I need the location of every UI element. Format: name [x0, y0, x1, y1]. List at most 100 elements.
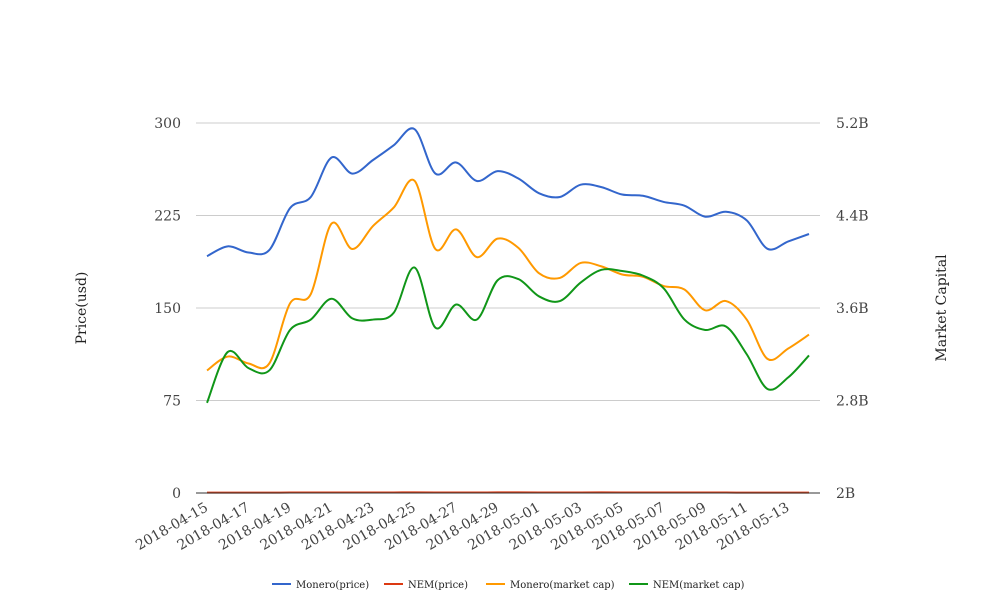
left-y-tick-label: 225 [154, 209, 181, 225]
data-point-nem-market-cap [330, 298, 332, 300]
right-y-tick-label: 2B [836, 486, 855, 502]
data-point-monero-price [746, 219, 748, 221]
data-point-monero-market-cap [393, 206, 395, 208]
data-point-monero-market-cap [455, 228, 457, 230]
data-point-monero-market-cap [413, 180, 415, 182]
right-y-tick-label: 3.6B [836, 301, 869, 317]
data-point-monero-market-cap [725, 300, 727, 302]
data-point-monero-market-cap [600, 265, 602, 267]
data-point-monero-market-cap [310, 293, 312, 295]
data-point-monero-price [455, 161, 457, 163]
data-point-monero-price [766, 248, 768, 250]
y-axis-right-title: Market Capital [934, 254, 950, 362]
data-point-monero-price [434, 172, 436, 174]
data-point-monero-price [517, 177, 519, 179]
data-point-monero-market-cap [559, 277, 561, 279]
data-point-nem-market-cap [393, 311, 395, 313]
data-point-nem-market-cap [579, 281, 581, 283]
data-point-monero-price [393, 144, 395, 146]
legend-label: NEM(price) [408, 580, 468, 591]
data-point-monero-price [538, 192, 540, 194]
data-point-monero-market-cap [289, 302, 291, 304]
data-point-monero-market-cap [206, 369, 208, 371]
data-point-monero-market-cap [227, 355, 229, 357]
gridlines [196, 122, 820, 401]
data-point-monero-price [579, 183, 581, 185]
data-point-monero-price [496, 170, 498, 172]
data-point-nem-market-cap [766, 388, 768, 390]
data-point-nem-market-cap [496, 279, 498, 281]
x-axis-ticks: 2018-04-152018-04-172018-04-192018-04-21… [133, 500, 792, 554]
data-point-monero-price [227, 245, 229, 247]
data-point-monero-price [662, 201, 664, 203]
legend-label: Monero(price) [296, 580, 369, 591]
data-point-monero-price [413, 128, 415, 130]
left-y-tick-label: 300 [154, 116, 181, 132]
data-point-monero-price [310, 196, 312, 198]
data-point-monero-market-cap [808, 333, 810, 335]
series-line-monero-price [206, 127, 810, 258]
series-line-monero-market-cap [206, 178, 810, 372]
data-point-nem-market-cap [662, 287, 664, 289]
left-y-tick-label: 0 [172, 486, 181, 502]
data-point-monero-price [683, 204, 685, 206]
right-y-tick-label: 5.2B [836, 116, 869, 132]
data-point-monero-price [704, 216, 706, 218]
series-lines [206, 127, 810, 494]
data-point-nem-market-cap [351, 317, 353, 319]
data-point-monero-market-cap [621, 273, 623, 275]
data-point-nem-market-cap [247, 367, 249, 369]
data-point-nem-market-cap [642, 274, 644, 276]
data-point-monero-market-cap [268, 362, 270, 364]
data-point-nem-market-cap [289, 329, 291, 331]
data-point-nem-market-cap [476, 318, 478, 320]
data-point-monero-market-cap [766, 358, 768, 360]
data-point-monero-market-cap [372, 225, 374, 227]
data-point-monero-market-cap [434, 248, 436, 250]
data-point-monero-market-cap [496, 237, 498, 239]
data-point-monero-market-cap [330, 222, 332, 224]
data-point-nem-market-cap [600, 269, 602, 271]
data-point-nem-market-cap [268, 369, 270, 371]
data-point-nem-market-cap [206, 402, 208, 404]
data-point-nem-market-cap [808, 354, 810, 356]
data-point-nem-market-cap [621, 270, 623, 272]
data-point-monero-price [621, 193, 623, 195]
data-point-monero-price [642, 195, 644, 197]
data-point-monero-market-cap [538, 272, 540, 274]
y-axis-left-title: Price(usd) [74, 272, 90, 345]
data-point-monero-market-cap [787, 347, 789, 349]
data-point-monero-price [559, 196, 561, 198]
data-point-monero-price [289, 207, 291, 209]
data-point-monero-market-cap [683, 288, 685, 290]
data-point-monero-price [206, 255, 208, 257]
data-point-nem-market-cap [455, 303, 457, 305]
data-point-monero-market-cap [351, 248, 353, 250]
data-point-monero-market-cap [579, 262, 581, 264]
data-point-monero-market-cap [746, 318, 748, 320]
data-point-monero-price [351, 172, 353, 174]
data-point-monero-market-cap [704, 309, 706, 311]
left-y-tick-label: 75 [163, 394, 181, 410]
data-point-monero-price [372, 159, 374, 161]
data-point-monero-market-cap [517, 247, 519, 249]
data-point-nem-market-cap [683, 318, 685, 320]
data-point-monero-price [725, 211, 727, 213]
data-point-nem-market-cap [704, 329, 706, 331]
data-point-nem-market-cap [413, 266, 415, 268]
data-point-monero-price [247, 251, 249, 253]
left-y-axis-ticks: 0 75 150 225 300 [154, 116, 181, 502]
data-point-nem-market-cap [725, 325, 727, 327]
data-point-nem-market-cap [434, 326, 436, 328]
data-point-monero-market-cap [476, 256, 478, 258]
data-point-monero-price [600, 186, 602, 188]
right-y-axis-ticks: 2B 2.8B 3.6B 4.4B 5.2B [836, 116, 869, 502]
data-point-monero-market-cap [247, 362, 249, 364]
data-point-nem-market-cap [559, 300, 561, 302]
data-point-nem-market-cap [538, 295, 540, 297]
left-y-tick-label: 150 [154, 301, 181, 317]
data-point-nem-market-cap [746, 353, 748, 355]
data-point-nem-market-cap [227, 351, 229, 353]
